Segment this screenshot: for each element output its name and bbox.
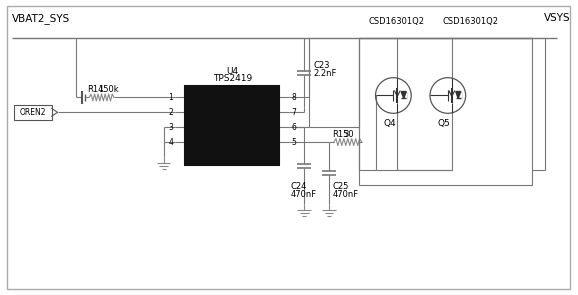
Text: 6: 6 bbox=[291, 123, 296, 132]
Text: GATE: GATE bbox=[258, 139, 276, 145]
Text: Q4: Q4 bbox=[383, 119, 396, 128]
Text: 470nF: 470nF bbox=[290, 190, 316, 199]
Polygon shape bbox=[456, 91, 461, 99]
Text: 470nF: 470nF bbox=[333, 190, 359, 199]
Text: 8: 8 bbox=[291, 93, 296, 102]
Text: C24: C24 bbox=[290, 182, 307, 191]
Text: CSD16301Q2: CSD16301Q2 bbox=[369, 17, 425, 26]
Text: R15: R15 bbox=[332, 130, 349, 139]
Text: OREN2: OREN2 bbox=[20, 108, 46, 117]
Text: BYP: BYP bbox=[264, 94, 276, 101]
Text: C23: C23 bbox=[313, 61, 329, 70]
Text: GND: GND bbox=[188, 139, 204, 145]
Text: VBAT2_SYS: VBAT2_SYS bbox=[12, 13, 70, 24]
Polygon shape bbox=[401, 91, 406, 99]
Text: U4: U4 bbox=[227, 67, 239, 76]
Text: RSVD: RSVD bbox=[188, 124, 208, 130]
Text: EN: EN bbox=[188, 109, 198, 115]
Polygon shape bbox=[456, 91, 461, 99]
Text: C25: C25 bbox=[333, 182, 349, 191]
Text: RSET: RSET bbox=[188, 94, 206, 101]
Text: C: C bbox=[272, 124, 276, 130]
Text: 1: 1 bbox=[169, 93, 173, 102]
Bar bbox=[359, 38, 532, 185]
Text: 150k: 150k bbox=[98, 85, 118, 94]
Polygon shape bbox=[456, 91, 461, 99]
Text: VSYS: VSYS bbox=[544, 13, 570, 23]
Text: 2: 2 bbox=[169, 108, 173, 117]
Text: 5: 5 bbox=[291, 137, 296, 147]
Polygon shape bbox=[401, 91, 406, 99]
Text: 4: 4 bbox=[169, 137, 173, 147]
Text: TPS2419: TPS2419 bbox=[213, 74, 252, 83]
Text: CSD16301Q2: CSD16301Q2 bbox=[443, 17, 499, 26]
Text: A: A bbox=[272, 109, 276, 115]
Text: Q5: Q5 bbox=[438, 119, 451, 128]
Text: 30: 30 bbox=[343, 130, 354, 139]
Text: 7: 7 bbox=[291, 108, 296, 117]
Bar bbox=[186, 86, 279, 165]
Polygon shape bbox=[401, 91, 406, 99]
Polygon shape bbox=[51, 108, 58, 116]
Bar bbox=[14, 105, 51, 120]
Text: 3: 3 bbox=[169, 123, 173, 132]
Text: R14: R14 bbox=[87, 85, 103, 94]
Text: 2.2nF: 2.2nF bbox=[313, 69, 336, 78]
